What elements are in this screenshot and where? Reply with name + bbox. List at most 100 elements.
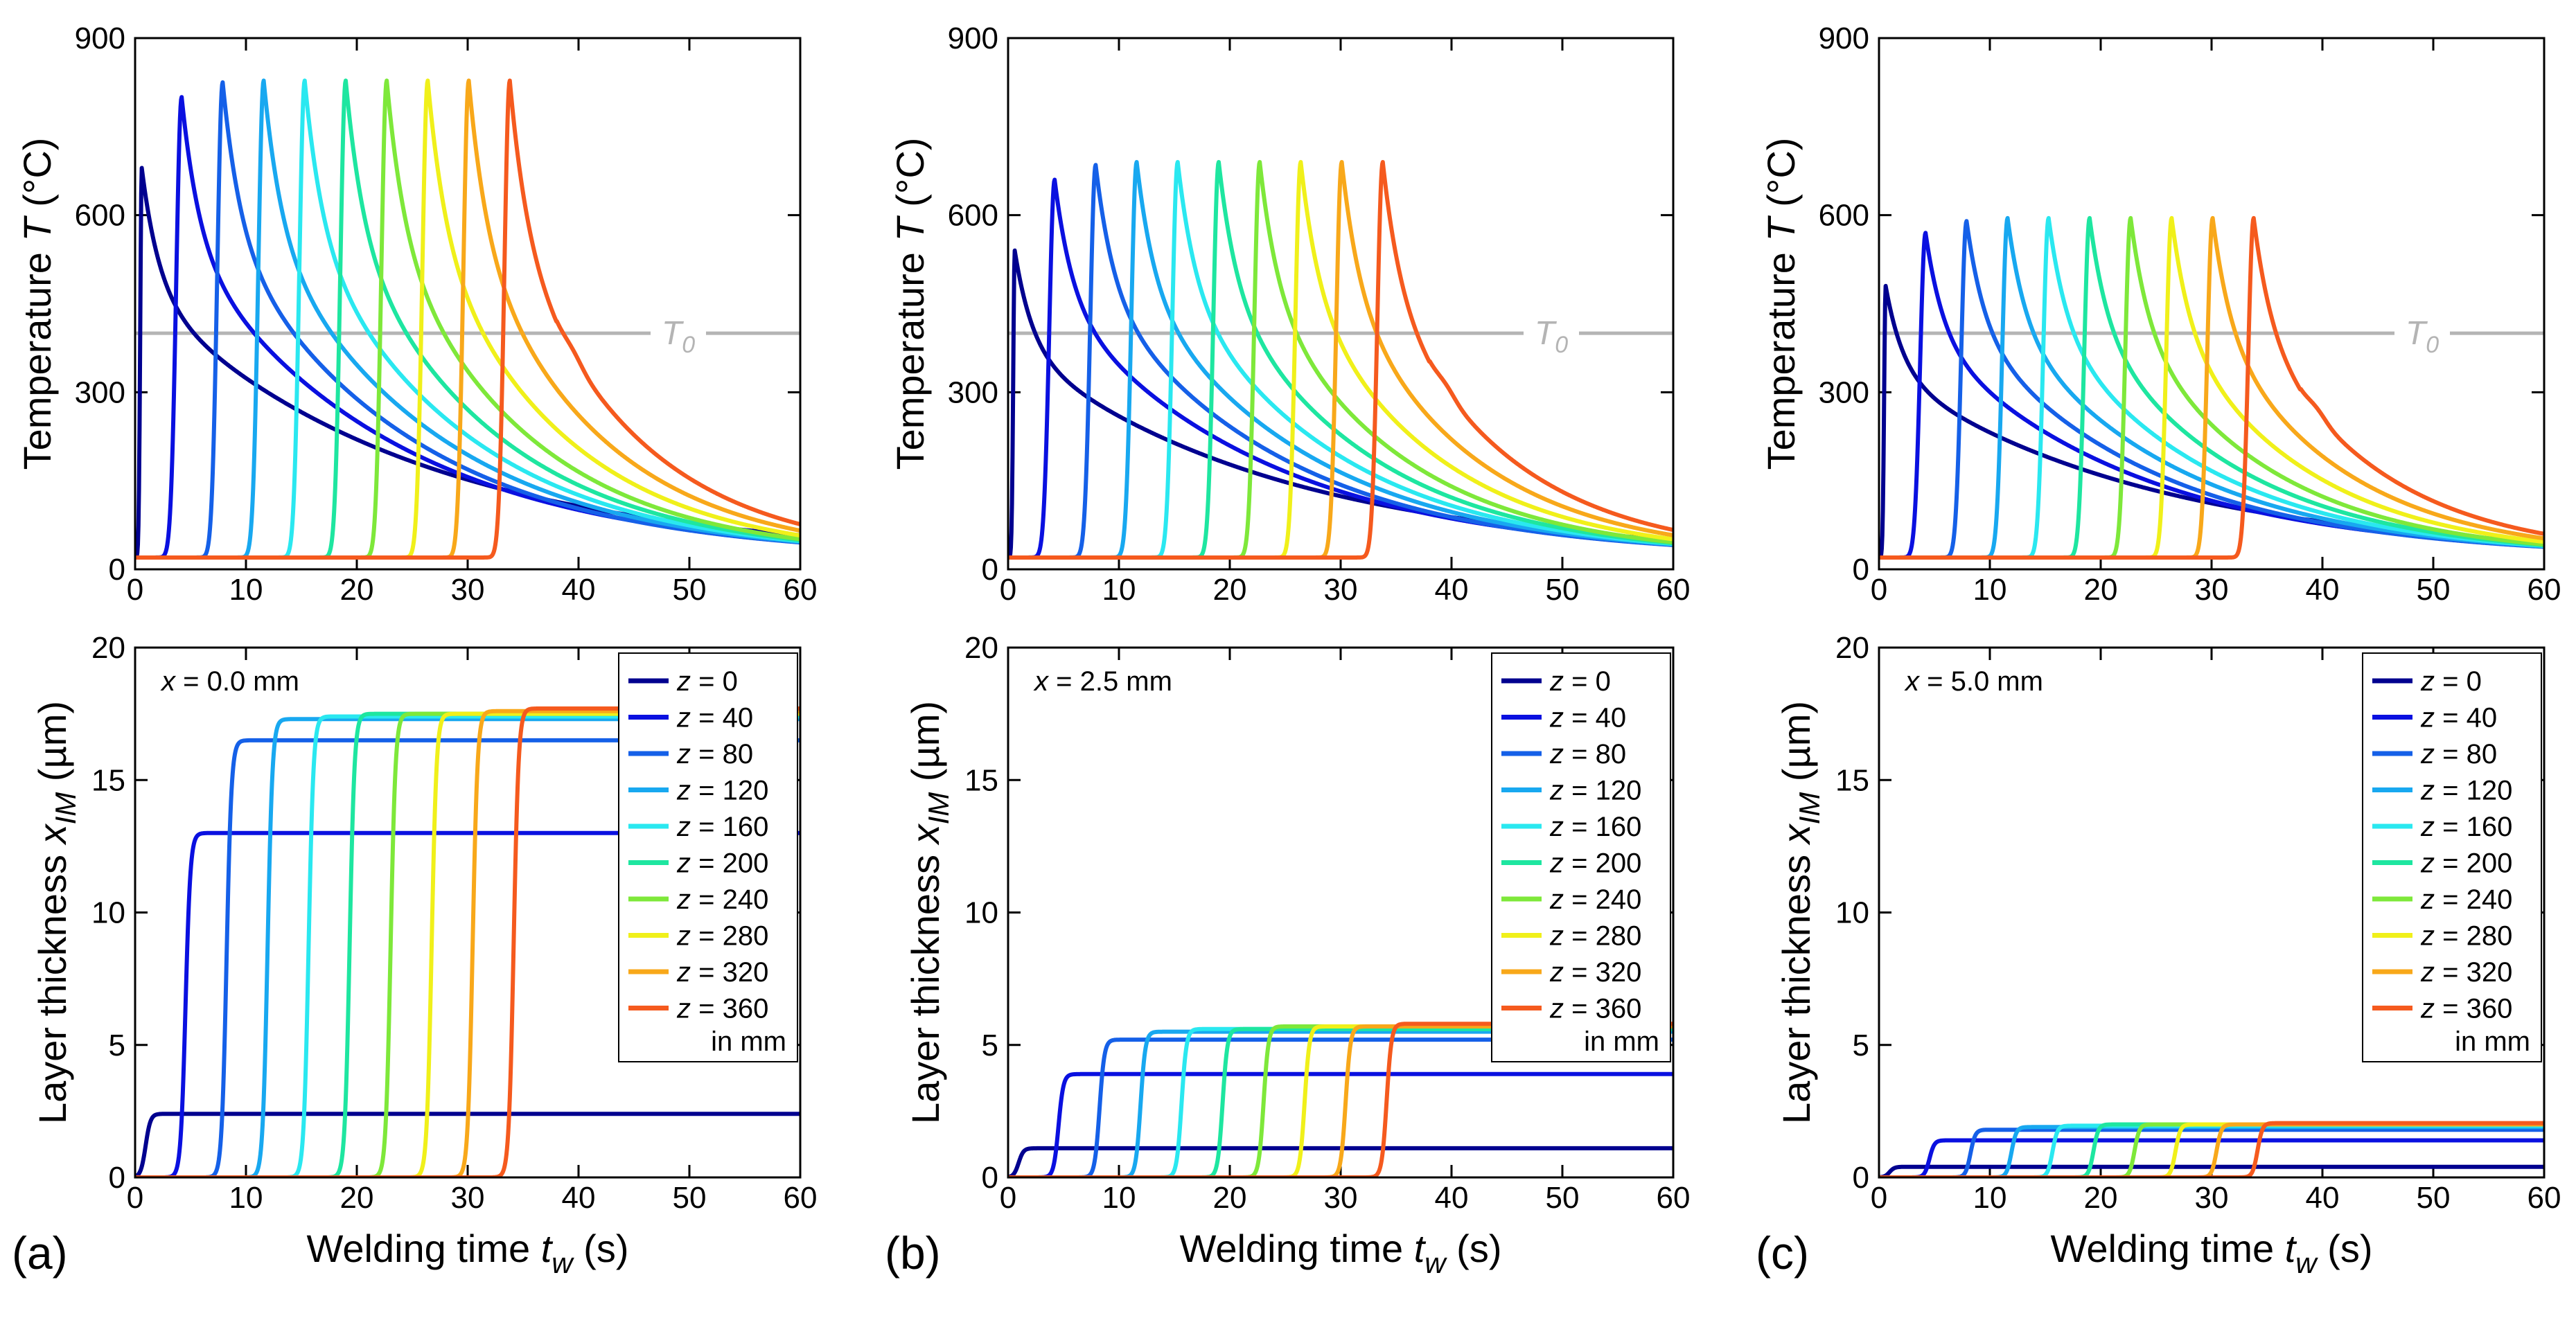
layer-series bbox=[1879, 1121, 2544, 1177]
label-part: (µm) bbox=[1774, 701, 1818, 792]
label-part: t bbox=[2285, 1227, 2297, 1270]
label-part: z bbox=[676, 666, 691, 697]
x-tick-label: 60 bbox=[2528, 1181, 2561, 1215]
x-tick-label: 30 bbox=[1324, 1181, 1358, 1215]
label-part: Temperature bbox=[1759, 241, 1803, 470]
y-tick-label: 0 bbox=[109, 1161, 125, 1195]
x-tick-label: 40 bbox=[1435, 573, 1469, 607]
temperature-series bbox=[1008, 160, 1673, 560]
x-tick-label: 10 bbox=[229, 573, 263, 607]
label-part: z bbox=[2420, 776, 2435, 806]
label-part: z bbox=[676, 957, 691, 988]
temperature-frame bbox=[134, 37, 802, 571]
label-part: IM bbox=[49, 792, 82, 825]
x-tick-label: 40 bbox=[2306, 573, 2340, 607]
legend-entry-160: z = 160 bbox=[2420, 812, 2512, 842]
y-tick-label: 5 bbox=[982, 1028, 998, 1062]
label-part: z bbox=[2420, 812, 2435, 842]
x-tick-label: 30 bbox=[451, 1181, 485, 1215]
y-tick-label: 900 bbox=[1819, 21, 1869, 55]
label-part: z bbox=[1549, 812, 1564, 842]
layer-y-label: Layer thickness xIM (µm) bbox=[903, 701, 955, 1124]
legend-entry-80: z = 80 bbox=[676, 739, 753, 769]
layer-frame bbox=[1878, 646, 2546, 1179]
temperature-series bbox=[135, 78, 800, 560]
legend-entry-280: z = 280 bbox=[676, 921, 768, 952]
legend-entry-label: = 240 bbox=[1564, 884, 1641, 915]
legend-entry-40: z = 40 bbox=[1549, 703, 1626, 733]
legend-entry-label: = 360 bbox=[1564, 994, 1641, 1024]
legend-entry-label: = 200 bbox=[2435, 848, 2512, 879]
y-tick-label: 0 bbox=[982, 1161, 998, 1195]
legend-entry-label: = 160 bbox=[2435, 812, 2512, 842]
x-tick-label: 20 bbox=[1213, 573, 1247, 607]
y-tick-label: 600 bbox=[1819, 199, 1869, 233]
legend-entry-0: z = 0 bbox=[2420, 666, 2482, 697]
x-tick-label: 20 bbox=[340, 1181, 374, 1215]
x-tick-label: 30 bbox=[1324, 573, 1358, 607]
y-tick-label: 300 bbox=[75, 375, 125, 409]
label-part: (µm) bbox=[30, 701, 74, 792]
layer-y-label: Layer thickness xIM (µm) bbox=[1774, 701, 1826, 1124]
y-tick-label: 5 bbox=[109, 1028, 125, 1062]
label-part: z bbox=[676, 812, 691, 842]
legend-entry-240: z = 240 bbox=[1549, 884, 1641, 915]
y-tick-label: 0 bbox=[982, 553, 998, 587]
label-part: z bbox=[2420, 994, 2435, 1024]
legend-footer: in mm bbox=[1584, 1026, 1659, 1057]
legend-entry-label: = 40 bbox=[1564, 703, 1626, 733]
label-part: Layer thickness bbox=[30, 844, 74, 1124]
y-tick-label: 15 bbox=[1835, 763, 1869, 797]
y-tick-label: 20 bbox=[964, 631, 998, 665]
legend-footer: in mm bbox=[711, 1026, 786, 1057]
label-part: = 2.5 mm bbox=[1048, 666, 1172, 697]
label-part: T bbox=[662, 315, 685, 352]
label-part: (s) bbox=[2317, 1227, 2373, 1270]
temperature-line-360 bbox=[1008, 160, 1673, 560]
legend-entry-label: = 360 bbox=[691, 994, 768, 1024]
label-part: z bbox=[1549, 884, 1564, 915]
label-part: z bbox=[1549, 739, 1564, 769]
y-tick-label: 600 bbox=[948, 199, 998, 233]
y-tick-label: 600 bbox=[75, 199, 125, 233]
label-part: z bbox=[1549, 776, 1564, 806]
legend-entry-label: = 80 bbox=[1564, 739, 1626, 769]
label-part: T bbox=[888, 215, 932, 241]
legend-entry-label: = 0 bbox=[2435, 666, 2482, 697]
x-tick-label: 40 bbox=[1435, 1181, 1469, 1215]
legend-entry-label: = 0 bbox=[691, 666, 738, 697]
y-tick-label: 15 bbox=[91, 763, 125, 797]
x-tick-label: 50 bbox=[1546, 1181, 1580, 1215]
label-part: z bbox=[1549, 703, 1564, 733]
label-part: = 5.0 mm bbox=[1919, 666, 2043, 697]
legend-entry-160: z = 160 bbox=[1549, 812, 1641, 842]
label-part: x bbox=[1774, 823, 1818, 846]
y-tick-label: 20 bbox=[1835, 631, 1869, 665]
label-part: z bbox=[676, 884, 691, 915]
t0-label: T0 bbox=[2406, 315, 2439, 358]
label-part: Temperature bbox=[888, 241, 932, 470]
label-part: z bbox=[1549, 848, 1564, 879]
layer-frame bbox=[134, 646, 802, 1179]
layer-line-360 bbox=[1879, 1121, 2544, 1177]
layer-axes: 0 10 20 30 40 50 60 0 5 10 15 20 bbox=[1835, 631, 2561, 1215]
legend-entry-360: z = 360 bbox=[2420, 994, 2512, 1024]
x-tick-label: 0 bbox=[1871, 573, 1887, 607]
legend-entry-200: z = 200 bbox=[1549, 848, 1641, 879]
layer-line-80 bbox=[1879, 1128, 2544, 1177]
x-tick-label: 30 bbox=[2195, 1181, 2229, 1215]
legend-entry-320: z = 320 bbox=[676, 957, 768, 988]
x-tick-label: 10 bbox=[229, 1181, 263, 1215]
label-part: (°C) bbox=[1759, 138, 1803, 218]
legend-entry-40: z = 40 bbox=[2420, 703, 2497, 733]
x-tick-label: 20 bbox=[2084, 1181, 2118, 1215]
label-part: T bbox=[1759, 215, 1803, 241]
label-part: (°C) bbox=[15, 138, 59, 218]
legend-entry-label: = 120 bbox=[691, 776, 768, 806]
x-tick-label: 20 bbox=[2084, 573, 2118, 607]
x-tick-label: 10 bbox=[1102, 1181, 1136, 1215]
